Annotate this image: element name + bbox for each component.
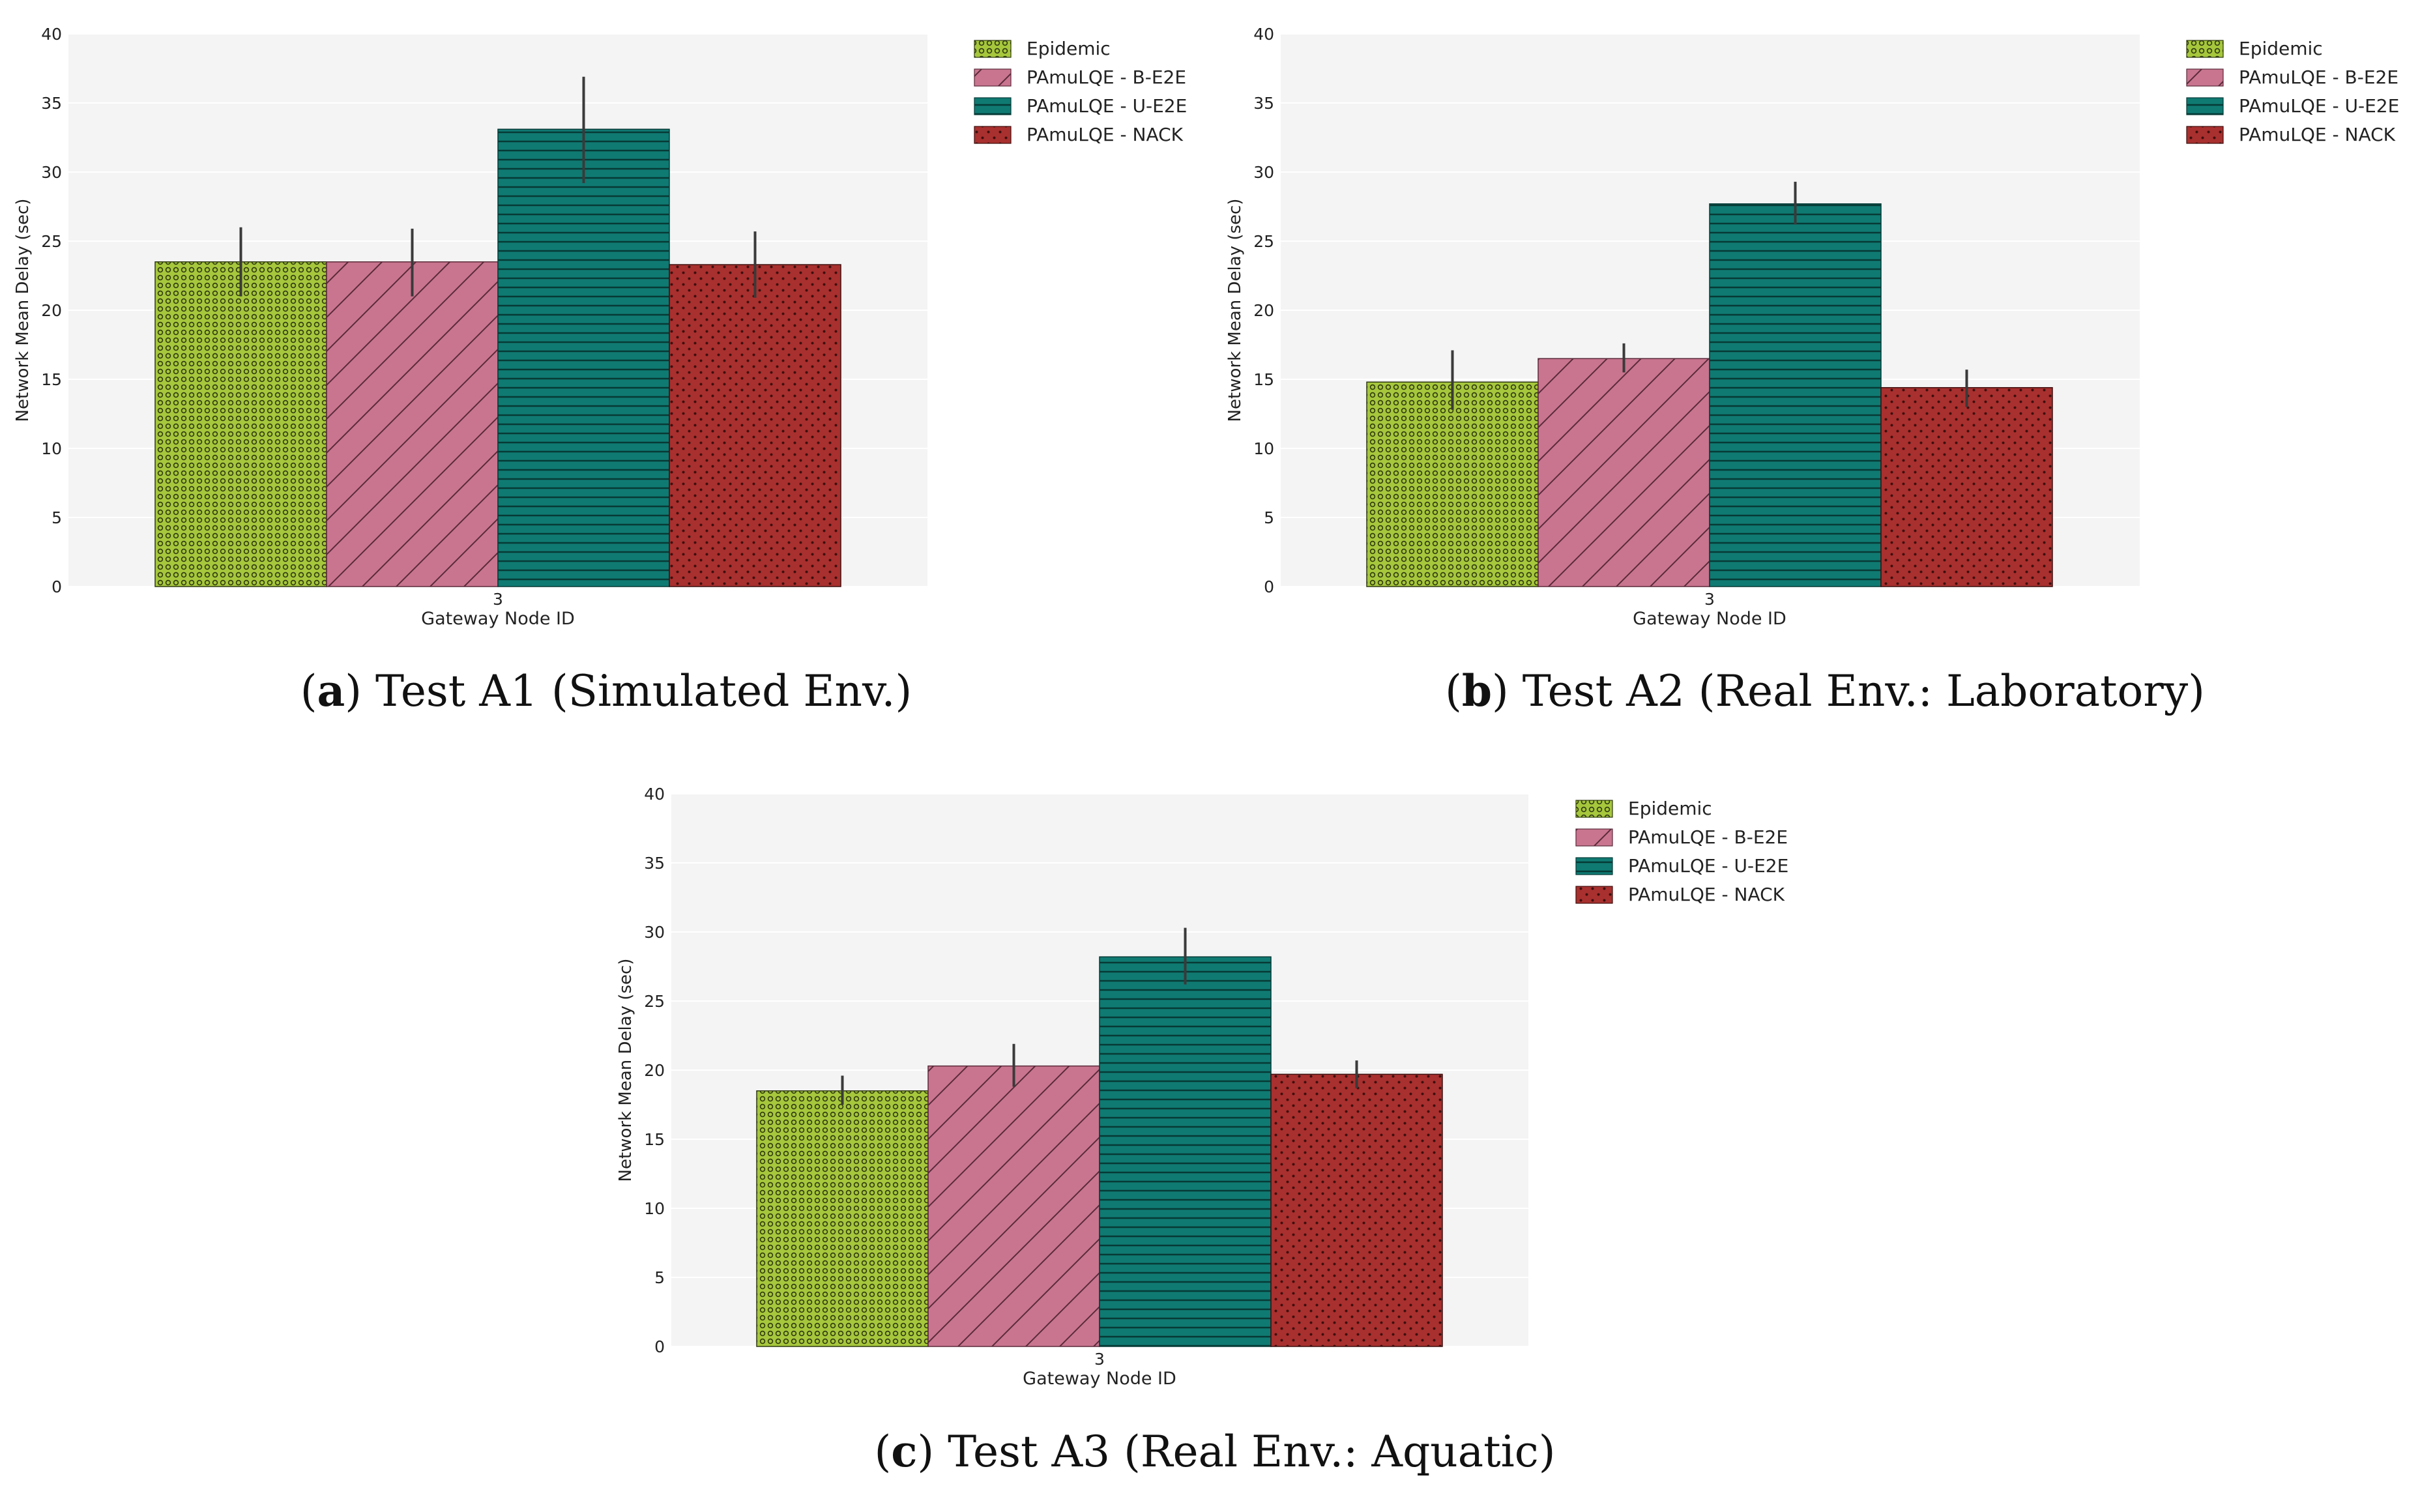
bar-pamulqe-u-e2e — [1709, 203, 1882, 587]
panel-b-chart: 0 5 10 15 20 25 30 35 40 Network Mean Delay (sec)… — [1225, 25, 2399, 716]
y-tick-label: 40 — [1253, 25, 1274, 44]
panel-a-chart: 0 5 10 15 20 25 30 35 40 Network Mean Delay (sec)… — [13, 25, 1187, 716]
bar-pamulqe-nack — [669, 264, 841, 587]
x-tick-label: 3 — [493, 590, 503, 609]
y-tick-label: 35 — [644, 854, 665, 873]
legend-swatch — [2186, 68, 2224, 87]
legend-label: PAmuLQE - U-E2E — [1027, 95, 1187, 117]
legend-swatch — [974, 97, 1012, 115]
y-tick-label: 10 — [1253, 439, 1274, 458]
bar-epidemic — [154, 261, 327, 587]
panel-caption: (b) Test A2 (Real Env.: Laboratory) — [1445, 665, 2205, 716]
y-tick-label: 15 — [1253, 370, 1274, 389]
x-axis-label: Gateway Node ID — [1023, 1369, 1176, 1389]
legend-label: Epidemic — [2239, 38, 2323, 59]
legend-label: PAmuLQE - NACK — [2239, 124, 2396, 145]
y-tick-label: 40 — [41, 25, 62, 44]
caption-open-paren: ( — [874, 1427, 891, 1477]
legend-label: PAmuLQE - U-E2E — [2239, 95, 2399, 117]
panel-caption: (c) Test A3 (Real Env.: Aquatic) — [874, 1426, 1555, 1477]
legend-swatch — [974, 126, 1012, 144]
caption-text: ) Test A2 (Real Env.: Laboratory) — [1492, 666, 2205, 716]
legend-label: Epidemic — [1027, 38, 1111, 59]
y-tick-label: 20 — [41, 301, 62, 320]
legend-swatch — [1575, 800, 1613, 818]
caption-letter: c — [891, 1426, 917, 1477]
legend-swatch — [2186, 126, 2224, 144]
bar-pamulqe-u-e2e — [497, 128, 670, 587]
y-tick-label: 10 — [644, 1199, 665, 1218]
y-tick-label: 0 — [1264, 577, 1274, 596]
y-tick-label: 15 — [644, 1130, 665, 1149]
y-tick-label: 20 — [644, 1061, 665, 1080]
caption-text: ) Test A1 (Simulated Env.) — [345, 666, 912, 716]
bar-epidemic — [756, 1090, 929, 1347]
x-axis-label: Gateway Node ID — [421, 609, 575, 629]
y-tick-label: 40 — [644, 785, 665, 804]
y-tick-label: 20 — [1253, 301, 1274, 320]
y-tick-label: 15 — [41, 370, 62, 389]
bar-pamulqe-b-e2e — [326, 261, 499, 587]
caption-text: ) Test A3 (Real Env.: Aquatic) — [917, 1427, 1555, 1477]
y-tick-label: 30 — [1253, 163, 1274, 182]
y-tick-label: 5 — [654, 1268, 665, 1287]
x-tick-label: 3 — [1094, 1350, 1105, 1369]
legend-swatch — [1575, 828, 1613, 847]
legend-label: PAmuLQE - B-E2E — [2239, 66, 2398, 88]
legend-label: PAmuLQE - NACK — [1628, 884, 1785, 905]
legend-swatch — [1575, 857, 1613, 875]
legend-label: PAmuLQE - B-E2E — [1628, 826, 1788, 848]
panel-c-chart: 0 5 10 15 20 25 30 35 40 Network Mean Delay (sec)… — [616, 785, 1788, 1477]
bar-pamulqe-b-e2e — [927, 1065, 1100, 1347]
y-tick-label: 0 — [654, 1337, 665, 1356]
x-tick-label: 3 — [1704, 590, 1715, 609]
legend-swatch — [974, 40, 1012, 58]
y-tick-label: 0 — [51, 577, 62, 596]
bar-epidemic — [1366, 381, 1539, 587]
y-tick-label: 10 — [41, 439, 62, 458]
legend-swatch — [1575, 886, 1613, 904]
y-tick-label: 30 — [644, 923, 665, 942]
bar-pamulqe-b-e2e — [1538, 358, 1710, 587]
y-tick-label: 25 — [644, 992, 665, 1011]
y-tick-label: 25 — [1253, 232, 1274, 251]
legend-label: Epidemic — [1628, 798, 1712, 819]
legend-swatch — [974, 68, 1012, 87]
legend-label: PAmuLQE - U-E2E — [1628, 855, 1788, 877]
y-tick-label: 35 — [1253, 94, 1274, 113]
y-axis-label: Network Mean Delay (sec) — [13, 199, 33, 422]
legend-label: PAmuLQE - NACK — [1027, 124, 1184, 145]
y-axis-label: Network Mean Delay (sec) — [616, 959, 635, 1182]
caption-open-paren: ( — [300, 666, 317, 716]
y-tick-label: 30 — [41, 163, 62, 182]
bar-pamulqe-u-e2e — [1099, 956, 1272, 1347]
legend-swatch — [2186, 40, 2224, 58]
y-tick-label: 25 — [41, 232, 62, 251]
x-axis-label: Gateway Node ID — [1633, 609, 1786, 629]
y-tick-label: 5 — [51, 508, 62, 527]
legend-swatch — [2186, 97, 2224, 115]
y-tick-label: 5 — [1264, 508, 1274, 527]
legend-label: PAmuLQE - B-E2E — [1027, 66, 1186, 88]
y-axis-label: Network Mean Delay (sec) — [1225, 199, 1245, 422]
bar-pamulqe-nack — [1880, 386, 2053, 587]
panel-caption: (a) Test A1 (Simulated Env.) — [300, 665, 912, 716]
bar-pamulqe-nack — [1270, 1073, 1443, 1347]
caption-letter: a — [317, 665, 345, 716]
y-tick-label: 35 — [41, 94, 62, 113]
caption-letter: b — [1462, 665, 1492, 716]
caption-open-paren: ( — [1445, 666, 1462, 716]
